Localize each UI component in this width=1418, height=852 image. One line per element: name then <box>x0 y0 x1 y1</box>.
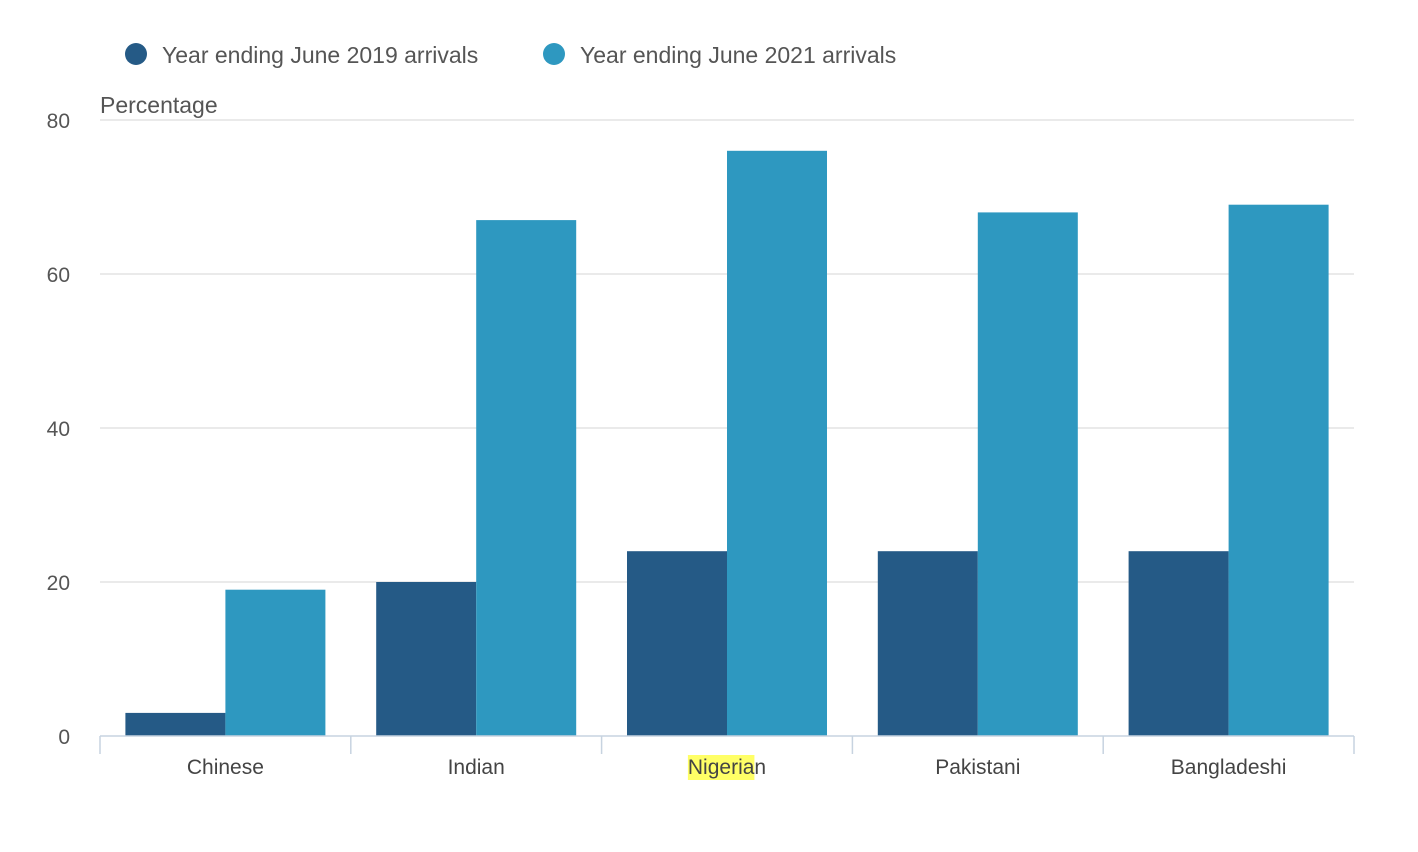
y-tick-label: 40 <box>47 418 70 441</box>
x-tick-label: Chinese <box>187 756 264 779</box>
x-tick-label: Pakistani <box>935 756 1020 779</box>
y-axis-title: Percentage <box>100 92 218 118</box>
legend-marker-2021 <box>543 43 565 65</box>
x-tick-label-highlighted: Nigerian <box>687 755 766 780</box>
bar-pakistani-2019[interactable] <box>877 551 978 736</box>
legend-marker-2019 <box>125 43 147 65</box>
bar-bangladeshi-2021[interactable] <box>1228 204 1329 736</box>
y-tick-label: 80 <box>47 110 70 133</box>
x-tick-label: Bangladeshi <box>1171 756 1287 779</box>
bar-nigerian-2021[interactable] <box>727 150 827 737</box>
bar-chinese-2021[interactable] <box>225 589 326 736</box>
legend: Year ending June 2019 arrivals Year endi… <box>125 42 896 68</box>
x-tick-label: Nigerian <box>688 756 766 779</box>
bar-indian-2021[interactable] <box>476 220 577 737</box>
text-highlight <box>687 755 755 780</box>
y-tick-label: 0 <box>58 726 70 749</box>
bar-pakistani-2021[interactable] <box>977 212 1078 736</box>
legend-item-2019[interactable]: Year ending June 2019 arrivals <box>125 42 478 68</box>
x-tick-label: Indian <box>448 756 505 779</box>
legend-item-2021[interactable]: Year ending June 2021 arrivals <box>543 42 896 68</box>
y-tick-label: 60 <box>47 264 70 287</box>
bar-nigerian-2019[interactable] <box>627 551 727 736</box>
y-tick-label: 20 <box>47 572 70 595</box>
bar-chinese-2019[interactable] <box>125 712 226 736</box>
bar-indian-2019[interactable] <box>376 582 477 736</box>
legend-label-2019: Year ending June 2019 arrivals <box>162 42 478 68</box>
bar-bangladeshi-2019[interactable] <box>1128 551 1229 736</box>
legend-label-2021: Year ending June 2021 arrivals <box>580 42 896 68</box>
